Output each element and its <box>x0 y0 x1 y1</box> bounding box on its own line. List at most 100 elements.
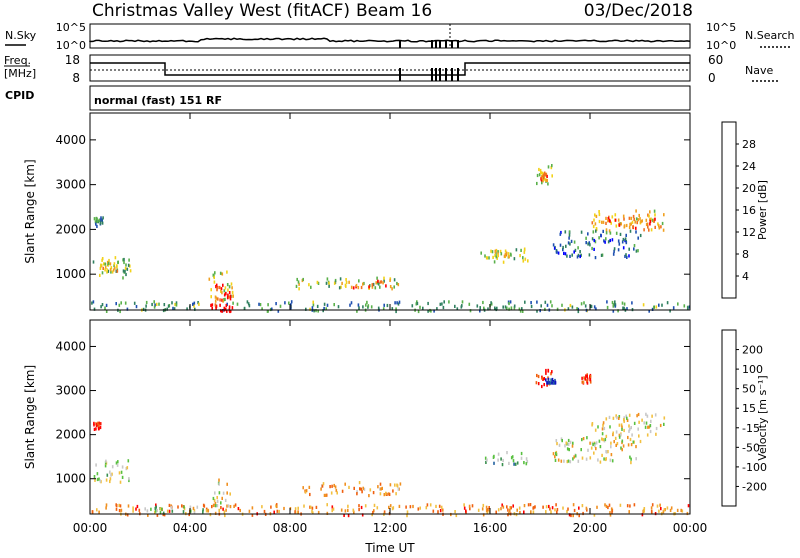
power-colorbar-title: Power [dB] <box>756 180 769 240</box>
velocity-cell <box>334 485 337 489</box>
power-cell <box>345 278 347 282</box>
power-cell <box>107 269 110 273</box>
power-cell <box>602 220 605 224</box>
power-cell <box>612 304 615 308</box>
power-cell <box>145 300 148 305</box>
velocity-cell <box>585 506 588 510</box>
velocity-cell <box>182 510 185 514</box>
power-cell <box>441 302 443 306</box>
power-cell <box>633 247 635 251</box>
power-cell <box>569 303 572 308</box>
velocity-cell <box>593 513 596 517</box>
velocity-cell <box>126 513 129 517</box>
power-cell <box>562 245 564 250</box>
velocity-cell <box>156 508 158 513</box>
power-cell <box>114 256 117 260</box>
velocity-cell <box>593 451 595 455</box>
velocity-cell <box>613 440 615 444</box>
power-colorbar-label: 24 <box>742 160 756 173</box>
velocity-cell <box>471 504 474 508</box>
velocity-cell <box>512 504 514 508</box>
velocity-cell <box>128 478 130 483</box>
power-cell <box>598 236 600 240</box>
power-cell <box>129 269 132 273</box>
velocity-cell <box>554 455 556 459</box>
velocity-cell <box>564 444 566 448</box>
velocity-cell <box>597 458 599 462</box>
power-cell <box>603 239 605 243</box>
velocity-colorbar-label: 50 <box>742 383 756 396</box>
power-cell <box>107 263 110 267</box>
power-cell <box>116 269 119 273</box>
power-cell <box>611 300 614 305</box>
power-cell <box>631 301 633 305</box>
velocity-cell <box>629 437 632 442</box>
freq-trace <box>90 62 690 81</box>
velocity-cell <box>214 504 217 508</box>
x-axis-label: Time UT <box>364 541 415 554</box>
power-cell <box>524 257 527 261</box>
velocity-cell <box>592 442 594 447</box>
power-cell <box>396 281 398 286</box>
power-cell <box>614 300 616 304</box>
velocity-ytick-label: 4000 <box>55 339 86 353</box>
power-cell <box>639 233 642 238</box>
power-cell <box>638 213 640 218</box>
velocity-cell <box>115 503 117 507</box>
power-cell <box>490 301 492 305</box>
power-cell <box>333 303 335 307</box>
power-cell <box>135 305 138 309</box>
velocity-cell <box>99 479 102 483</box>
velocity-cell <box>612 431 614 435</box>
power-cell <box>220 287 223 291</box>
velocity-cell <box>589 378 591 382</box>
power-cell <box>221 272 224 276</box>
velocity-cell <box>116 463 119 467</box>
velocity-cell <box>629 455 631 459</box>
power-cell <box>522 256 524 260</box>
power-cell <box>622 246 625 250</box>
velocity-cell <box>574 454 577 458</box>
power-cell <box>624 254 626 258</box>
power-cell <box>523 250 526 254</box>
power-cell <box>363 281 365 286</box>
velocity-cell <box>516 508 518 512</box>
power-cell <box>223 293 226 297</box>
power-cell <box>642 303 645 307</box>
power-cell <box>271 307 273 311</box>
power-cell <box>605 216 607 220</box>
power-cell <box>124 269 126 273</box>
power-colorbar-label: 28 <box>742 138 756 151</box>
power-cell <box>503 254 506 258</box>
power-cell <box>593 247 595 251</box>
velocity-cell <box>645 412 647 416</box>
power-cell <box>510 253 512 257</box>
power-cell <box>610 221 612 225</box>
velocity-cell <box>611 510 613 514</box>
power-cell <box>92 260 95 264</box>
power-cell <box>624 239 626 243</box>
velocity-cell <box>585 457 588 461</box>
velocity-cell <box>583 376 585 380</box>
power-cell <box>540 171 543 175</box>
velocity-cell <box>500 507 502 511</box>
power-cell <box>504 253 507 257</box>
velocity-cell <box>125 467 128 471</box>
power-cell <box>275 302 277 306</box>
velocity-cell <box>658 509 660 513</box>
velocity-cell <box>211 505 213 509</box>
velocity-cell <box>532 510 535 514</box>
velocity-cell <box>276 509 279 513</box>
power-cell <box>641 219 643 223</box>
velocity-cell <box>609 511 611 515</box>
velocity-cell <box>225 508 227 512</box>
power-cell <box>497 254 499 258</box>
velocity-cell <box>556 442 558 446</box>
power-cell <box>519 254 521 258</box>
power-cell <box>193 301 196 305</box>
velocity-cell <box>635 445 637 449</box>
power-cell <box>625 241 628 245</box>
power-cell <box>591 246 593 251</box>
power-cell <box>277 309 280 313</box>
velocity-cell <box>669 508 672 512</box>
